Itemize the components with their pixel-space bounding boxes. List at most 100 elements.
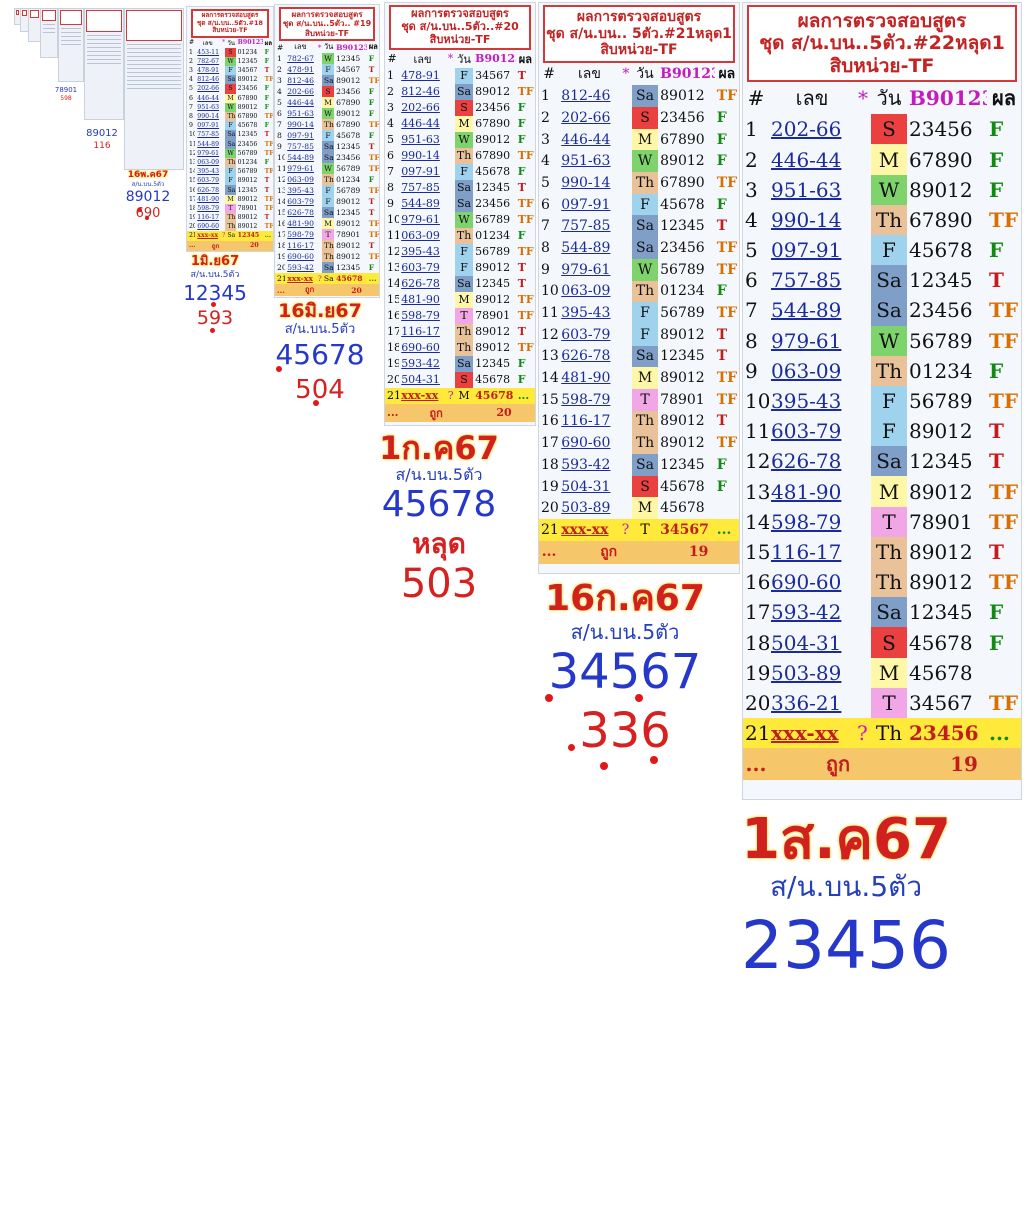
row-star (620, 107, 632, 129)
row-index: 6 (277, 109, 282, 119)
table-row: 16 598-79 T 78901 TF (385, 307, 535, 324)
row-day-badge: W (321, 53, 335, 65)
row-result: TF (716, 370, 738, 387)
table-row: 10 395-43 F 56789 TF (743, 385, 1021, 417)
thumbnail-panel (58, 8, 84, 82)
table-row: 4 446-44 M 67890 F (385, 115, 535, 132)
row-day-badge: Th (225, 222, 236, 232)
row-star (855, 295, 871, 325)
row-value: 23456 (909, 298, 973, 323)
table-row: 2 812-46 Sa 89012 TF (385, 83, 535, 100)
row-day-badge: W (871, 174, 907, 205)
row-day-badge: M (454, 291, 474, 308)
caption-result-number: 504 (295, 375, 345, 405)
row-index: 1 (277, 54, 282, 64)
row-day-badge: Th (631, 410, 659, 433)
row-value: 78901 (237, 204, 258, 212)
row-result: T (517, 325, 526, 339)
row-value: 67890 (336, 98, 361, 108)
row-number: 951-63 (771, 177, 842, 202)
row-value: 45678 (660, 478, 705, 495)
row-index: 12 (189, 149, 196, 157)
table-row: 14 603-79 F 89012 T (275, 196, 379, 208)
row-result: F (989, 600, 1004, 625)
row-number: 598-79 (401, 309, 440, 323)
panel-title-line-3: สิบหน่วย-TF (429, 32, 491, 46)
summary-count: 20 (235, 240, 273, 251)
table-row: 8 757-85 Sa 12345 T (385, 179, 535, 196)
row-number: 116-17 (561, 413, 611, 430)
row-day-badge: F (871, 416, 907, 447)
row-day-badge: M (631, 497, 659, 520)
row-result: F (517, 101, 526, 115)
row-value: 45678 (336, 131, 361, 141)
row-star (855, 205, 871, 235)
table-row: 13 395-43 F 56789 TF (275, 185, 379, 197)
table-row: 17 598-79 T 78901 TF (275, 229, 379, 241)
row-day-badge: M (321, 218, 335, 230)
row-result: TF (716, 261, 738, 278)
row-value: 78901 (909, 509, 973, 534)
row-number: 063-09 (287, 175, 314, 185)
result-panel-18: ผลการตรวจสอบสูตร ชุด ส/น.บน..5ตัว.#18 สิ… (186, 6, 274, 252)
row-number: 336-21 (771, 690, 842, 715)
row-index: 10 (189, 131, 196, 139)
row-index: 14 (387, 277, 400, 291)
row-result: TF (264, 204, 273, 212)
table-row: 6 990-14 Th 67890 TF (385, 147, 535, 164)
row-index: 17 (277, 230, 286, 240)
row-number: 446-44 (287, 98, 314, 108)
table-row: 7 951-63 W 89012 F (187, 102, 273, 112)
table-row: 2 782-67 W 12345 F (187, 56, 273, 67)
row-day-badge: F (871, 234, 907, 266)
row-number: 603-79 (561, 326, 611, 343)
row-result: F (517, 229, 526, 243)
row-value: 12345 (336, 142, 361, 152)
row-day-badge: W (871, 325, 907, 356)
row-index: 11 (277, 164, 286, 174)
row-index: 7 (277, 120, 282, 130)
row-number: xxx-xx (195, 231, 221, 241)
row-value: 34567 (658, 519, 715, 541)
row-day-badge: F (631, 323, 659, 346)
row-day-badge: M (454, 387, 474, 404)
row-index: 8 (189, 113, 193, 121)
row-day-badge: S (871, 114, 907, 145)
row-number: 544-89 (287, 153, 314, 163)
summary-label: ถูก (399, 403, 474, 422)
thumbnail-panel (84, 8, 124, 120)
row-number: 757-85 (287, 142, 314, 152)
caption-subtitle: ส/น.บน.5ตัว (395, 465, 483, 484)
row-result: T (517, 261, 526, 275)
row-value: 89012 (237, 177, 258, 185)
row-day-badge: Th (321, 251, 335, 263)
row-star: ? (619, 519, 632, 541)
row-star (620, 150, 632, 172)
table-row: 9 757-85 Sa 12345 T (275, 141, 379, 153)
row-value: 67890 (475, 117, 511, 131)
row-star (446, 324, 455, 340)
column-header: เลข (294, 42, 307, 52)
column-header: ผล (264, 39, 273, 47)
panel-title-line-1: ผลการตรวจสอบสูตร (576, 9, 702, 25)
row-day-badge: W (225, 148, 236, 158)
row-number: 063-09 (561, 283, 611, 300)
row-day-badge: Th (871, 355, 907, 386)
row-day-badge: T (321, 229, 335, 241)
row-day-badge: F (321, 64, 335, 76)
row-number: 504-31 (401, 373, 440, 387)
row-value: 67890 (475, 149, 511, 163)
row-number: 544-89 (401, 197, 440, 211)
row-star (855, 537, 871, 567)
caption-main-number: 89012 (86, 128, 118, 139)
table-row: 19 503-89 M 45678 (743, 657, 1021, 688)
row-value: 23456 (475, 101, 511, 115)
row-value: 23456 (336, 153, 361, 163)
row-day-badge: Sa (225, 185, 236, 195)
row-day-badge: S (225, 47, 236, 57)
row-day-badge: W (321, 108, 335, 120)
row-index: 4 (387, 117, 394, 131)
result-table: # เลข * วัน B90123 ผล 1 453-11 S 01234 F 2 782-67 W 12… (187, 38, 273, 251)
table-row: 18 593-42 Sa 12345 F (539, 454, 739, 476)
row-index: 1 (189, 48, 193, 56)
